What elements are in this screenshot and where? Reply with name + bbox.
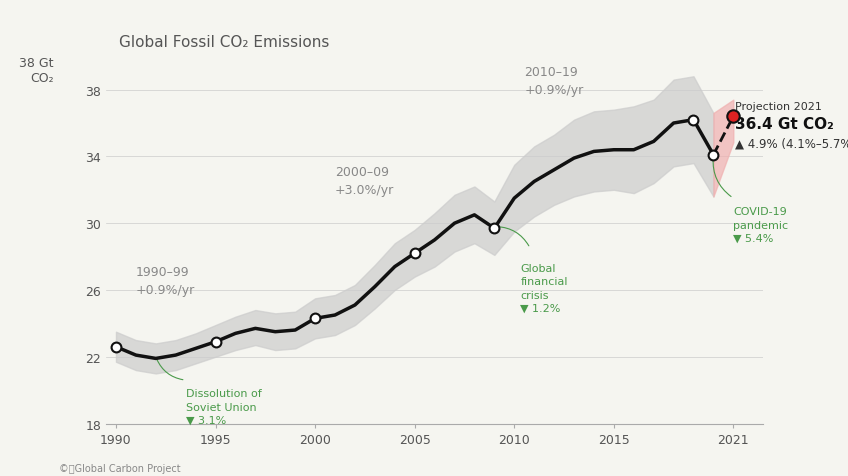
Text: 1990–99
+0.9%/yr: 1990–99 +0.9%/yr — [136, 266, 195, 296]
Point — [209, 338, 222, 346]
Point — [687, 117, 700, 124]
Point — [309, 315, 322, 323]
Text: Global
financial
crisis
▼ 1.2%: Global financial crisis ▼ 1.2% — [520, 264, 567, 313]
Text: 36.4 Gt CO₂: 36.4 Gt CO₂ — [735, 117, 834, 132]
Text: Projection 2021: Projection 2021 — [735, 102, 822, 112]
Text: Global Fossil CO₂ Emissions: Global Fossil CO₂ Emissions — [119, 35, 330, 50]
Point — [706, 151, 720, 159]
Point — [109, 343, 123, 351]
Text: ▲ 4.9% (4.1%–5.7%): ▲ 4.9% (4.1%–5.7%) — [735, 137, 848, 150]
Text: ©ⓈGlobal Carbon Project: ©ⓈGlobal Carbon Project — [59, 463, 181, 473]
Point — [488, 225, 501, 233]
Text: 38 Gt
CO₂: 38 Gt CO₂ — [19, 57, 53, 85]
Text: 2010–19
+0.9%/yr: 2010–19 +0.9%/yr — [524, 66, 583, 96]
Text: 2000–09
+3.0%/yr: 2000–09 +3.0%/yr — [335, 165, 394, 196]
Text: Dissolution of
Soviet Union
▼ 3.1%: Dissolution of Soviet Union ▼ 3.1% — [186, 388, 261, 425]
Point — [408, 250, 421, 258]
Point — [727, 113, 740, 121]
Text: COVID-19
pandemic
▼ 5.4%: COVID-19 pandemic ▼ 5.4% — [734, 207, 789, 243]
